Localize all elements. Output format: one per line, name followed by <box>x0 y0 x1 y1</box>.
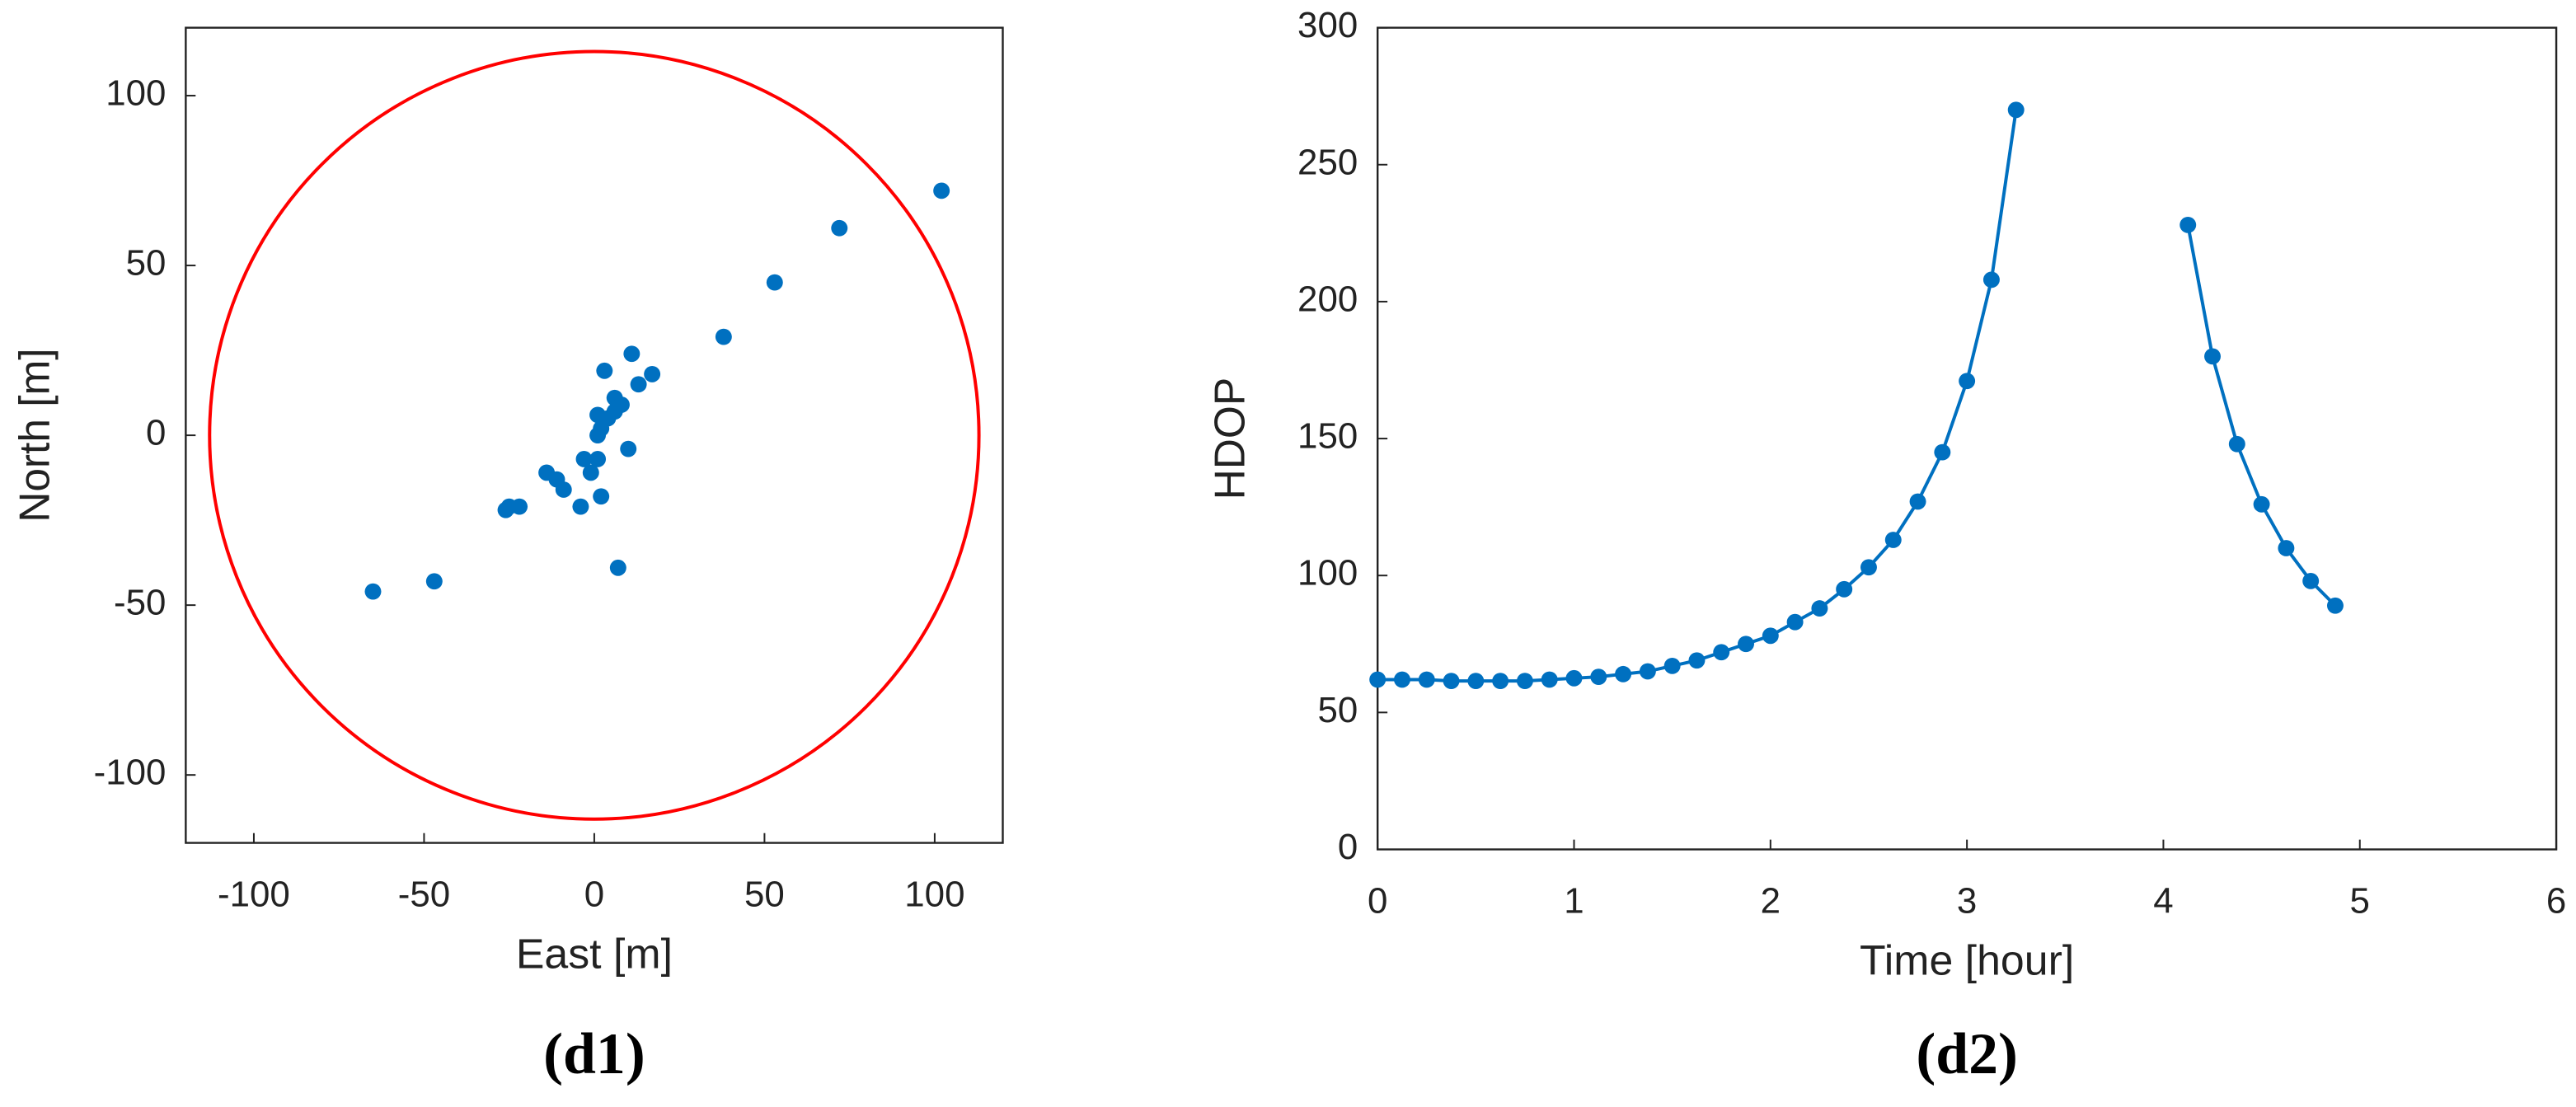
circle <box>208 49 981 821</box>
point <box>2228 435 2245 453</box>
x-tick-label: 3 <box>1957 880 1977 921</box>
x-tick-label: 100 <box>904 875 964 915</box>
point <box>1541 671 1558 688</box>
point <box>1738 636 1754 653</box>
y-axis-label: North [m] <box>10 348 58 522</box>
y-tick-label: 0 <box>146 413 166 453</box>
point <box>1959 373 1976 390</box>
y-tick-label: 50 <box>126 243 167 284</box>
point <box>1811 600 1828 617</box>
x-axis-label: East [m] <box>516 930 673 978</box>
point <box>630 376 647 393</box>
point <box>1394 671 1410 688</box>
point <box>572 498 589 515</box>
y-tick-label: -100 <box>94 753 167 793</box>
y-tick-label: 100 <box>106 73 166 114</box>
point <box>1565 669 1583 687</box>
x-tick-label: 0 <box>584 875 604 915</box>
point <box>364 583 382 600</box>
point <box>1590 668 1607 686</box>
y-axis-label: HDOP <box>1205 378 1253 500</box>
point <box>1860 559 1877 576</box>
y-tick-label: 250 <box>1297 142 1358 182</box>
point <box>1369 671 1387 688</box>
point <box>766 274 783 291</box>
point <box>2180 216 2197 233</box>
point <box>1884 532 1902 548</box>
y-tick-label: 150 <box>1297 416 1358 457</box>
point <box>1615 665 1632 682</box>
y-tick-label: 50 <box>1317 690 1358 730</box>
x-tick-label: 50 <box>744 875 785 915</box>
y-tick-label: 0 <box>1338 827 1358 867</box>
line <box>1377 110 2018 683</box>
point <box>582 464 599 481</box>
y-tick-label: 300 <box>1297 5 1358 45</box>
point <box>589 406 607 424</box>
point <box>1467 673 1485 690</box>
point <box>2204 348 2221 365</box>
point <box>1762 627 1779 645</box>
point <box>933 182 950 199</box>
point <box>1982 271 2000 288</box>
x-tick-label: 4 <box>2153 880 2173 921</box>
point <box>1443 673 1460 690</box>
point <box>1836 580 1853 598</box>
point <box>644 366 661 382</box>
point <box>1639 663 1656 680</box>
x-tick-label: -50 <box>398 875 450 915</box>
caption: (d2) <box>1916 1021 2018 1086</box>
point <box>2278 540 2295 556</box>
point <box>1418 671 1435 688</box>
point <box>1516 673 1533 690</box>
caption: (d1) <box>543 1021 645 1086</box>
point <box>2302 572 2320 589</box>
point <box>1909 493 1926 510</box>
x-tick-label: 0 <box>1368 880 1387 921</box>
y-tick-label: -50 <box>114 583 166 623</box>
point <box>596 362 613 379</box>
plot-frame <box>1376 26 2558 851</box>
point <box>425 573 443 590</box>
point <box>609 559 626 576</box>
x-tick-label: 1 <box>1564 880 1584 921</box>
point <box>575 451 593 467</box>
point <box>831 219 848 237</box>
x-tick-label: -100 <box>218 875 290 915</box>
point <box>1492 673 1509 690</box>
point <box>593 488 610 505</box>
line <box>2186 224 2337 607</box>
point <box>1688 652 1706 669</box>
point <box>1934 443 1951 461</box>
point <box>589 427 607 443</box>
point <box>1786 613 1804 631</box>
point <box>2007 101 2025 119</box>
x-tick-label: 2 <box>1761 880 1781 921</box>
point <box>1663 657 1681 674</box>
point <box>555 481 572 498</box>
point <box>2326 597 2344 614</box>
x-axis-label: Time [hour] <box>1860 936 2074 984</box>
point <box>497 501 514 518</box>
point <box>2253 495 2270 513</box>
point <box>1713 644 1730 661</box>
x-tick-label: 6 <box>2546 880 2566 921</box>
point <box>589 451 607 467</box>
point <box>623 345 640 363</box>
y-tick-label: 100 <box>1297 553 1358 593</box>
y-tick-label: 200 <box>1297 279 1358 320</box>
x-tick-label: 5 <box>2350 880 2370 921</box>
point <box>715 328 732 345</box>
point <box>620 440 637 457</box>
